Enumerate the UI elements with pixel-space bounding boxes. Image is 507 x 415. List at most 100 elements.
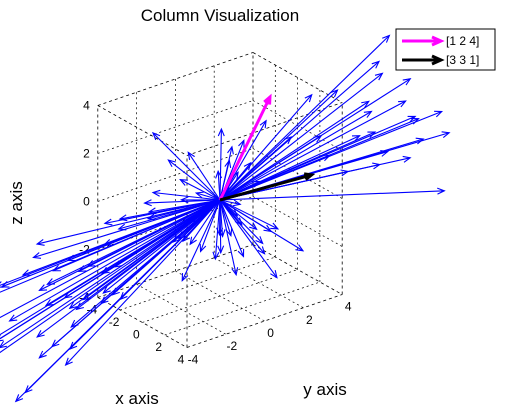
blue-vector: [219, 100, 406, 201]
blue-vector-head: [441, 131, 451, 139]
blue-vector: [219, 190, 445, 201]
series-vector: [219, 173, 313, 202]
blue-vector-head: [21, 269, 31, 276]
blue-vector: [118, 199, 221, 230]
blue-vector: [76, 199, 221, 310]
box-edge: [97, 105, 188, 156]
blue-vector: [219, 118, 419, 201]
blue-vector: [219, 129, 222, 201]
blue-vector: [181, 199, 221, 281]
blue-vector-head: [38, 284, 48, 292]
blue-vector: [219, 72, 383, 201]
blue-vector-head: [118, 214, 128, 222]
blue-vector: [219, 199, 304, 252]
blue-vector: [219, 94, 313, 201]
blue-vector-head: [363, 110, 373, 118]
blue-vector-head: [410, 117, 420, 125]
blue-vector: [219, 199, 279, 230]
box-edge: [252, 52, 343, 103]
legend: [1 2 4] [3 3 1]: [395, 28, 496, 71]
blue-vector-head: [151, 131, 161, 141]
blue-vector-head: [330, 89, 339, 98]
series-vector: [218, 96, 272, 201]
blue-vector-head: [398, 100, 407, 108]
blue-vector: [200, 199, 221, 252]
blue-vector-head: [374, 72, 384, 81]
grid-line: [175, 270, 265, 322]
blue-vector: [196, 192, 221, 201]
blue-vector-head: [0, 281, 10, 288]
blue-vector-head: [38, 350, 47, 359]
blue-vector-head: [32, 252, 42, 259]
blue-vector-head: [283, 136, 293, 145]
blue-vector: [219, 199, 264, 244]
blue-vector-head: [231, 267, 239, 277]
blue-vector: [217, 171, 221, 201]
blue-vector-head: [51, 264, 61, 272]
blue-vector: [219, 131, 376, 201]
blue-vector-head: [119, 291, 128, 301]
blue-vector-head: [237, 248, 245, 258]
blue-vector: [104, 199, 221, 224]
blue-vector-head: [103, 218, 113, 226]
blue-vector-head: [0, 334, 4, 342]
z-tick-label: 4: [83, 98, 90, 112]
blue-vector: [219, 157, 411, 201]
blue-vector-head: [182, 233, 191, 243]
blue-vector: [0, 199, 221, 319]
blue-vector: [148, 199, 221, 213]
y-tick-label: 0: [267, 326, 274, 340]
vector-field: [0, 34, 451, 403]
blue-vector: [219, 199, 278, 278]
z-tick-label: 2: [83, 146, 90, 160]
blue-vector: [33, 199, 221, 259]
x-axis-label: x axis: [115, 389, 158, 408]
blue-vector: [69, 199, 221, 309]
blue-vector: [219, 35, 390, 201]
y-tick-label: -2: [226, 339, 237, 353]
x-tick-label: 0: [133, 327, 140, 341]
box-edge: [252, 244, 343, 295]
blue-vector-head: [143, 199, 152, 207]
y-tick-label: 4: [345, 300, 352, 314]
blue-vector: [219, 78, 411, 201]
blue-vector: [214, 199, 221, 260]
blue-vector-head: [187, 151, 195, 161]
blue-vector: [219, 110, 372, 201]
blue-vector-head: [224, 159, 232, 169]
blue-vector-head: [249, 222, 258, 231]
blue-vector: [219, 199, 241, 205]
blue-vector-head: [270, 270, 278, 279]
blue-vector: [65, 199, 221, 366]
blue-vector-head: [437, 187, 446, 195]
x-tick-label: -2: [109, 315, 120, 329]
blue-vector-head: [8, 314, 18, 322]
blue-vector-head: [295, 244, 305, 252]
blue-vector-head: [230, 208, 239, 217]
blue-vector: [38, 199, 221, 359]
blue-vector-head: [117, 223, 127, 231]
blue-vector-head: [270, 222, 280, 230]
blue-vector-head: [231, 171, 239, 180]
blue-vector: [0, 199, 221, 348]
box-edge: [97, 297, 188, 348]
y-axis-label: y axis: [303, 380, 346, 399]
blue-vector-head: [35, 239, 45, 246]
blue-vector-head: [167, 159, 176, 168]
grid-line: [252, 196, 343, 247]
blue-vector: [187, 152, 221, 201]
blue-vector-head: [199, 243, 207, 253]
grid-lines: [97, 65, 343, 336]
blue-vector-head: [217, 245, 225, 255]
blue-vector-head: [68, 301, 78, 310]
blue-vector-head: [151, 189, 161, 197]
blue-vector-head: [111, 287, 120, 296]
blue-vector-head: [402, 78, 412, 86]
blue-vector: [180, 179, 221, 201]
blue-vector-head: [251, 180, 261, 188]
blue-vector-head: [361, 100, 370, 109]
legend-swatch-head: [431, 54, 445, 66]
blue-vector-head: [217, 127, 225, 137]
series-vector-head: [303, 172, 316, 181]
